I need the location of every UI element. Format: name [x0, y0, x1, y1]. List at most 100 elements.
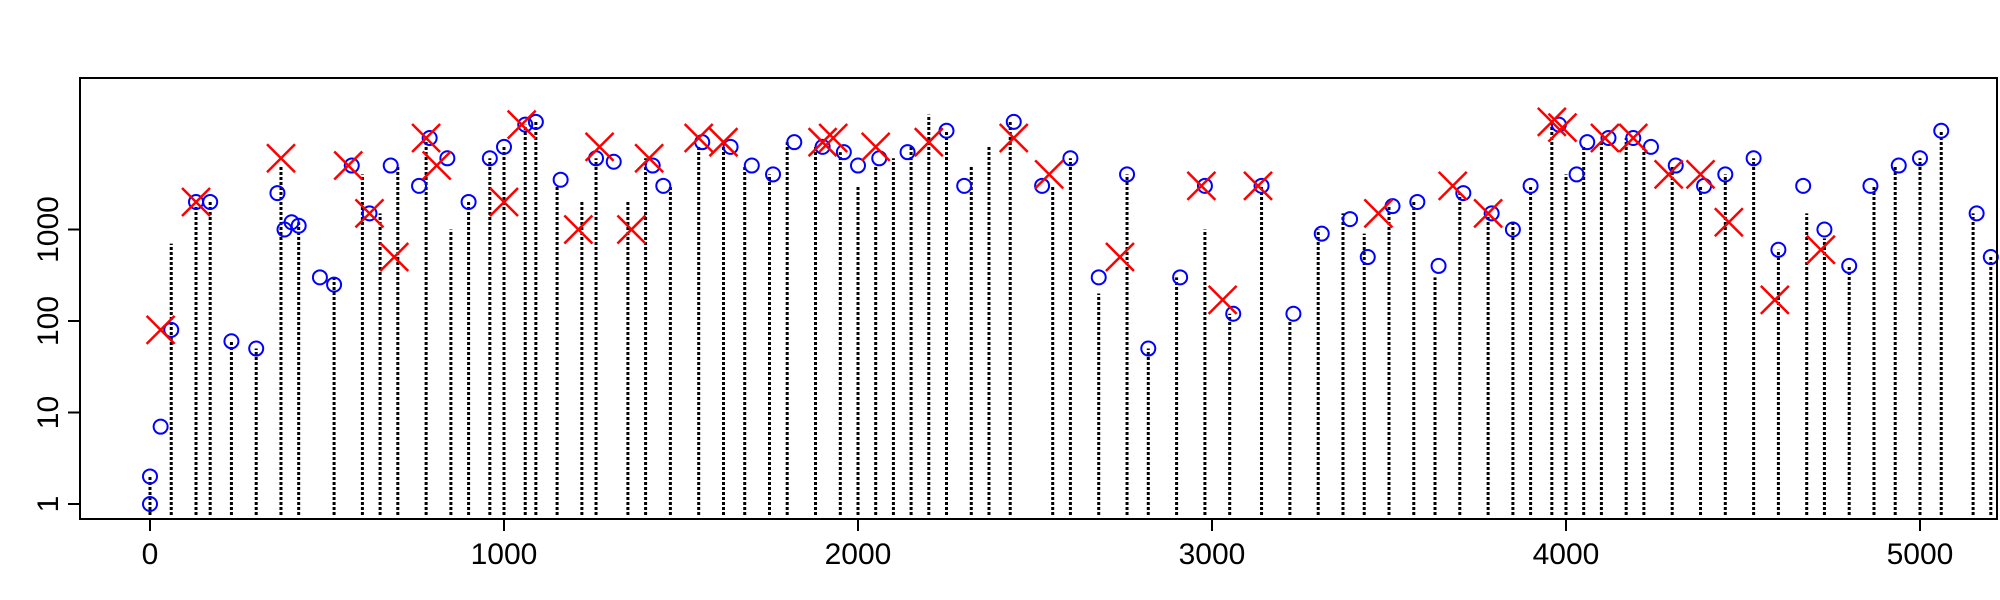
cross-point-29	[1536, 107, 1567, 137]
circle-point-32	[743, 157, 760, 174]
circle-point-1	[142, 496, 158, 512]
circle-point-17	[411, 177, 428, 194]
circle-point-81	[1968, 205, 1985, 222]
cross-point-33	[1653, 159, 1684, 190]
cross-point-0	[145, 314, 176, 345]
x-tick-label-4: 4000	[1533, 538, 1600, 571]
data-layer	[142, 107, 1999, 515]
circle-point-78	[1890, 157, 1907, 174]
cross-point-24	[1207, 285, 1238, 315]
cross-point-27	[1437, 170, 1468, 201]
circle-point-49	[1196, 177, 1213, 194]
y-tick-label-1: 10	[32, 396, 65, 429]
circle-point-35	[814, 138, 831, 155]
circle-point-61	[1504, 221, 1521, 238]
cross-point-37	[1805, 234, 1836, 265]
cross-point-8	[489, 187, 519, 217]
cross-point-11	[584, 131, 615, 162]
circle-point-42	[1005, 113, 1022, 130]
circle-point-48	[1172, 269, 1189, 286]
circle-point-14	[343, 157, 360, 174]
x-tick-label-2: 2000	[825, 538, 892, 571]
circle-point-50	[1225, 305, 1242, 322]
circle-point-41	[956, 177, 973, 194]
circle-point-33	[765, 166, 782, 183]
cross-point-15	[708, 127, 739, 158]
cross-point-25	[1243, 170, 1273, 201]
circle-point-44	[1062, 150, 1079, 167]
circle-point-77	[1862, 177, 1879, 194]
circle-point-13	[326, 276, 343, 293]
circle-point-8	[269, 185, 286, 202]
circle-point-58	[1430, 257, 1447, 274]
circle-point-3	[163, 321, 180, 338]
circle-point-53	[1313, 225, 1330, 242]
y-tick-label-2: 100	[32, 296, 65, 346]
cross-point-5	[379, 242, 410, 272]
circle-point-54	[1342, 211, 1359, 228]
cross-point-2	[266, 143, 296, 174]
circle-point-66	[1600, 130, 1617, 146]
circle-point-37	[850, 157, 866, 174]
circle-point-31	[722, 138, 739, 155]
x-tick-label-5: 5000	[1887, 538, 1954, 571]
circle-point-28	[644, 157, 661, 174]
circle-point-72	[1745, 150, 1762, 167]
cross-point-14	[683, 123, 714, 153]
circle-point-80	[1933, 122, 1950, 139]
x-tick-label-3: 3000	[1179, 538, 1246, 571]
cross-point-34	[1685, 159, 1716, 190]
cross-point-4	[354, 198, 385, 229]
circle-point-64	[1568, 166, 1585, 183]
circle-point-47	[1140, 340, 1157, 357]
circle-point-15	[361, 205, 378, 222]
cross-point-10	[563, 214, 594, 245]
circle-point-23	[517, 116, 534, 133]
circle-point-24	[527, 113, 544, 130]
cross-point-32	[1618, 123, 1649, 153]
cross-point-7	[421, 150, 452, 181]
circle-point-69	[1667, 157, 1684, 174]
cross-point-16	[807, 127, 838, 158]
circle-point-45	[1090, 269, 1107, 286]
circle-point-51	[1253, 177, 1270, 194]
x-axis: 0100020003000400050006000	[142, 519, 1954, 571]
circle-point-34	[786, 134, 803, 151]
circle-point-21	[481, 150, 498, 167]
circle-point-65	[1579, 134, 1596, 151]
cross-point-3	[333, 150, 364, 181]
circle-point-46	[1119, 166, 1136, 183]
circle-point-22	[496, 138, 512, 155]
circle-point-62	[1522, 177, 1539, 194]
circle-point-67	[1625, 130, 1642, 146]
circle-point-7	[248, 340, 265, 357]
cross-point-31	[1590, 123, 1620, 153]
circle-point-73	[1770, 241, 1787, 258]
cross-point-26	[1363, 198, 1394, 229]
cross-point-21	[1034, 159, 1065, 190]
circle-point-0	[142, 468, 158, 485]
circle-point-57	[1409, 193, 1426, 210]
cross-point-18	[860, 131, 891, 162]
cross-point-13	[634, 143, 665, 174]
circle-point-2	[152, 418, 169, 435]
circle-point-71	[1717, 166, 1734, 183]
circle-point-12	[311, 269, 328, 286]
circle-point-79	[1912, 150, 1928, 167]
cross-point-12	[616, 214, 647, 245]
circle-point-18	[421, 130, 438, 146]
circle-point-20	[460, 193, 477, 210]
circle-point-60	[1483, 205, 1500, 222]
cross-point-1	[181, 187, 211, 217]
cross-point-6	[411, 123, 442, 153]
cross-point-19	[913, 127, 944, 158]
cross-point-9	[506, 109, 537, 140]
plot-frame	[79, 77, 1998, 520]
cross-point-22	[1105, 242, 1135, 272]
circle-point-5	[202, 193, 219, 210]
x-tick-label-1: 1000	[471, 538, 538, 571]
circle-point-59	[1455, 185, 1472, 202]
x-tick-label-0: 0	[142, 538, 159, 571]
circle-point-29	[655, 177, 672, 194]
